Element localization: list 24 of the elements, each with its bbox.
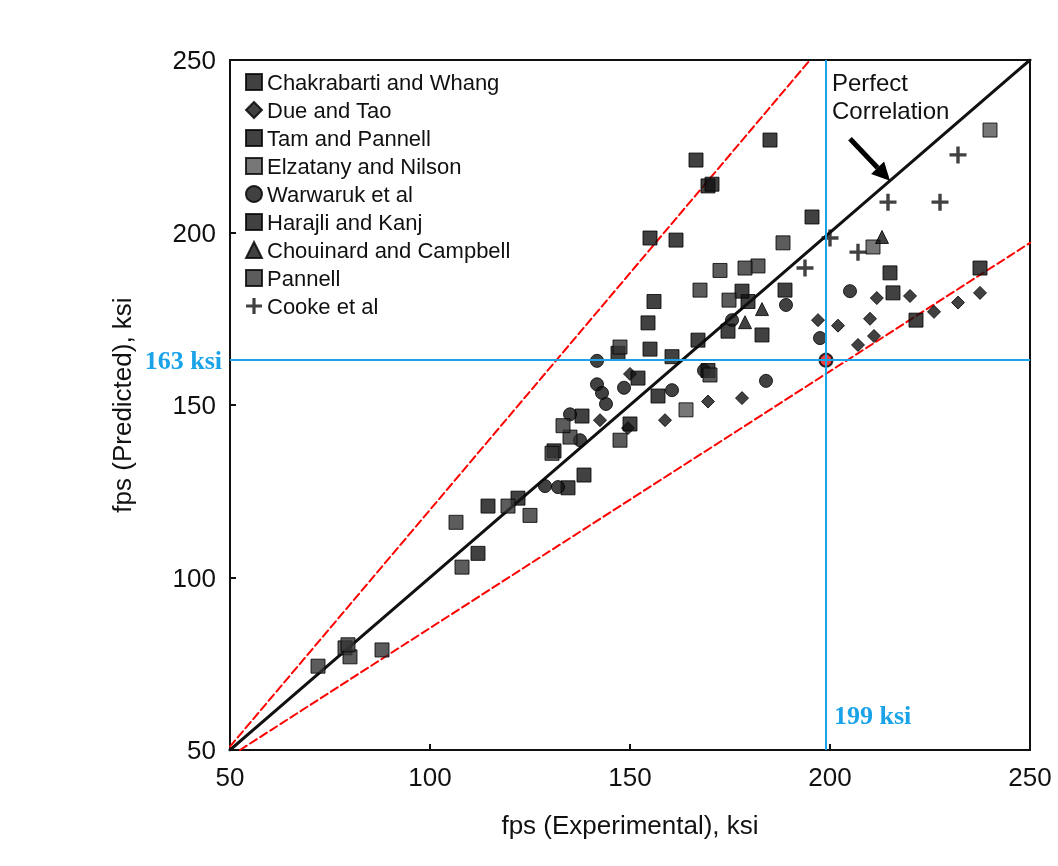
legend-label: Chouinard and Campbell [267,237,511,263]
x-tick-label: 150 [608,762,652,792]
legend-label: Pannell [267,265,341,291]
y-tick-label: 200 [172,217,216,248]
ref-line-label: 163 ksi [144,345,222,375]
x-tick-label: 250 [1008,762,1052,792]
x-tick-label: 200 [808,762,852,792]
y-tick-label: 100 [172,562,216,593]
legend-label: Harajli and Kanj [267,209,423,235]
x-tick-label: 100 [408,762,452,792]
legend-label: Chakrabarti and Whang [267,69,500,95]
y-tick-label: 150 [172,390,216,420]
x-tick-label: 50 [215,762,245,792]
x-axis-title: fps (Experimental), ksi [501,810,759,840]
ref-line-label: 199 ksi [834,700,912,730]
y-tick-label: 250 [172,45,216,75]
legend-label: Warwaruk et al [267,181,413,207]
legend-label: Elzatany and Nilson [267,153,462,179]
legend-label: Cooke et al [267,293,379,319]
y-tick-label: 50 [187,735,216,765]
y-axis-title: fps (Predicted), ksi [107,297,137,513]
legend-label: Due and Tao [267,97,392,123]
annotation: Perfect Correlation [832,69,950,125]
legend-label: Tam and Pannell [267,125,431,151]
